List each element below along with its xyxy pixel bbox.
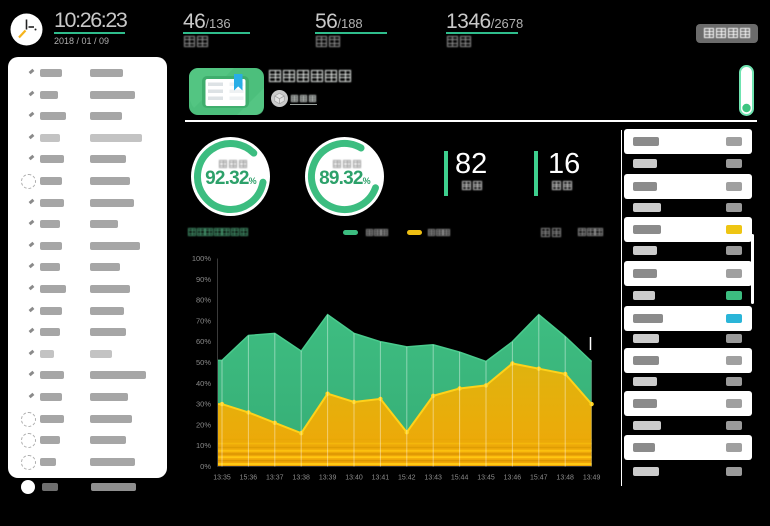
svg-text:60%: 60% <box>196 337 211 346</box>
svg-text:13:45: 13:45 <box>477 475 495 482</box>
svg-text:30%: 30% <box>196 400 211 409</box>
svg-text:15:44: 15:44 <box>451 475 469 482</box>
svg-text:0%: 0% <box>200 462 211 471</box>
svg-text:13:43: 13:43 <box>424 475 442 482</box>
svg-text:13:46: 13:46 <box>504 475 522 482</box>
svg-text:50%: 50% <box>196 358 211 367</box>
svg-text:15:47: 15:47 <box>530 475 548 482</box>
svg-text:13:39: 13:39 <box>319 475 337 482</box>
svg-text:15:42: 15:42 <box>398 475 416 482</box>
svg-text:20%: 20% <box>196 420 211 429</box>
svg-text:13:48: 13:48 <box>556 475 574 482</box>
svg-text:70%: 70% <box>196 316 211 325</box>
svg-text:15:36: 15:36 <box>240 475 258 482</box>
svg-text:80%: 80% <box>196 296 211 305</box>
svg-text:13:35: 13:35 <box>213 475 231 482</box>
svg-text:13:49: 13:49 <box>583 475 601 482</box>
svg-text:100%: 100% <box>192 254 212 263</box>
svg-text:13:38: 13:38 <box>292 475 310 482</box>
svg-text:10%: 10% <box>196 441 211 450</box>
svg-text:13:37: 13:37 <box>266 475 284 482</box>
svg-text:40%: 40% <box>196 379 211 388</box>
svg-text:90%: 90% <box>196 275 211 284</box>
svg-text:13:40: 13:40 <box>345 475 363 482</box>
svg-text:13:41: 13:41 <box>372 475 390 482</box>
